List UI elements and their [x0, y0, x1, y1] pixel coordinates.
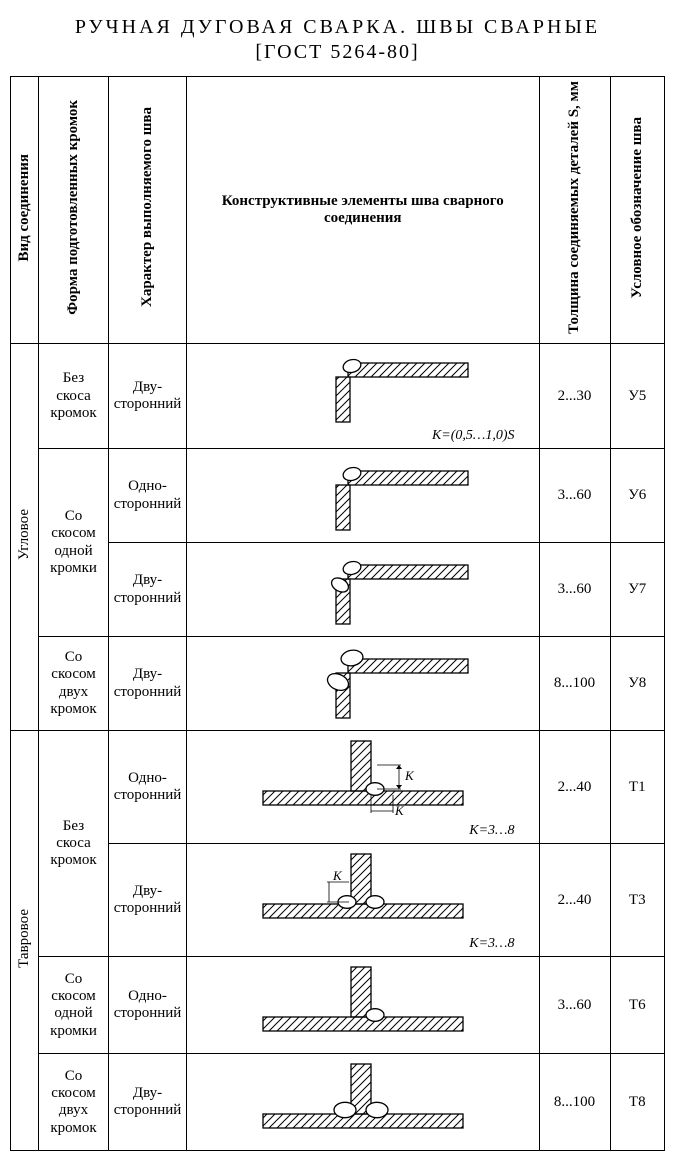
cell-designation: У5 — [610, 344, 665, 449]
cell-weld-char: Дву-сторонний — [109, 637, 187, 731]
cell-weld-char: Одно-сторонний — [109, 731, 187, 844]
h-diagram: Конструктивные элементы шва сварного сое… — [187, 77, 540, 344]
cell-weld-char: Дву-сторонний — [109, 1054, 187, 1151]
cell-weld-char: Одно-сторонний — [109, 449, 187, 543]
cell-thickness: 2...40 — [539, 844, 610, 957]
cell-diagram — [187, 637, 540, 731]
cell-designation: У6 — [610, 449, 665, 543]
diagram-annotation: K=(0,5…1,0)S — [191, 428, 535, 444]
cell-edge-form: Безскосакромок — [39, 344, 109, 449]
cell-designation: У8 — [610, 637, 665, 731]
h-weld-char: Характер выполняемого шва — [109, 77, 187, 344]
cell-thickness: 3...60 — [539, 957, 610, 1054]
cell-thickness: 2...40 — [539, 731, 610, 844]
diagram-annotation: K=3…8 — [191, 823, 535, 839]
h-joint-type: Вид соединения — [11, 77, 39, 344]
cell-thickness: 3...60 — [539, 449, 610, 543]
cell-weld-char: Одно-сторонний — [109, 957, 187, 1054]
cell-thickness: 3...60 — [539, 543, 610, 637]
weld-table: Вид соединения Форма подготовленных кром… — [10, 76, 665, 1151]
table-row: СоскосомоднойкромкиОдно-сторонний 3...60… — [11, 957, 665, 1054]
page-subtitle: [ГОСТ 5264-80] — [10, 41, 665, 64]
page-title: РУЧНАЯ ДУГОВАЯ СВАРКА. ШВЫ СВАРНЫЕ — [10, 16, 665, 39]
cell-diagram — [187, 957, 540, 1054]
diagram-annotation: K=3…8 — [191, 936, 535, 952]
svg-text:K: K — [332, 868, 343, 883]
svg-text:K: K — [404, 768, 415, 783]
cell-joint-type: Тавровое — [11, 731, 39, 1151]
cell-diagram — [187, 543, 540, 637]
header-row: Вид соединения Форма подготовленных кром… — [11, 77, 665, 344]
cell-designation: Т1 — [610, 731, 665, 844]
cell-joint-type: Угловое — [11, 344, 39, 731]
table-row: ТавровоеБезскосакромокОдно-сторонний KKK… — [11, 731, 665, 844]
cell-edge-form: Безскосакромок — [39, 731, 109, 957]
table-row: УгловоеБезскосакромокДву-сторонний K=(0,… — [11, 344, 665, 449]
cell-thickness: 8...100 — [539, 1054, 610, 1151]
table-row: Дву-сторонний 3...60У7 — [11, 543, 665, 637]
table-row: СоскосомдвухкромокДву-сторонний 8...100У… — [11, 637, 665, 731]
cell-diagram: K K=3…8 — [187, 844, 540, 957]
cell-thickness: 8...100 — [539, 637, 610, 731]
cell-diagram — [187, 1054, 540, 1151]
cell-thickness: 2...30 — [539, 344, 610, 449]
cell-designation: Т6 — [610, 957, 665, 1054]
table-row: СоскосомдвухкромокДву-сторонний 8...100Т… — [11, 1054, 665, 1151]
cell-designation: Т8 — [610, 1054, 665, 1151]
h-edge-form: Форма подготовленных кромок — [39, 77, 109, 344]
svg-text:K: K — [394, 803, 405, 818]
cell-designation: У7 — [610, 543, 665, 637]
cell-diagram: K K K=3…8 — [187, 731, 540, 844]
h-designation: Условное обозначение шва — [610, 77, 665, 344]
cell-diagram: K=(0,5…1,0)S — [187, 344, 540, 449]
cell-edge-form: Соскосомдвухкромок — [39, 1054, 109, 1151]
cell-weld-char: Дву-сторонний — [109, 344, 187, 449]
h-thickness: Толщина соединяемых деталей S, мм — [539, 77, 610, 344]
cell-edge-form: Соскосомдвухкромок — [39, 637, 109, 731]
cell-weld-char: Дву-сторонний — [109, 543, 187, 637]
cell-designation: Т3 — [610, 844, 665, 957]
cell-edge-form: Соскосомоднойкромки — [39, 449, 109, 637]
table-row: СоскосомоднойкромкиОдно-сторонний 3...60… — [11, 449, 665, 543]
cell-edge-form: Соскосомоднойкромки — [39, 957, 109, 1054]
table-row: Дву-сторонний K K=3…82...40Т3 — [11, 844, 665, 957]
cell-weld-char: Дву-сторонний — [109, 844, 187, 957]
cell-diagram — [187, 449, 540, 543]
